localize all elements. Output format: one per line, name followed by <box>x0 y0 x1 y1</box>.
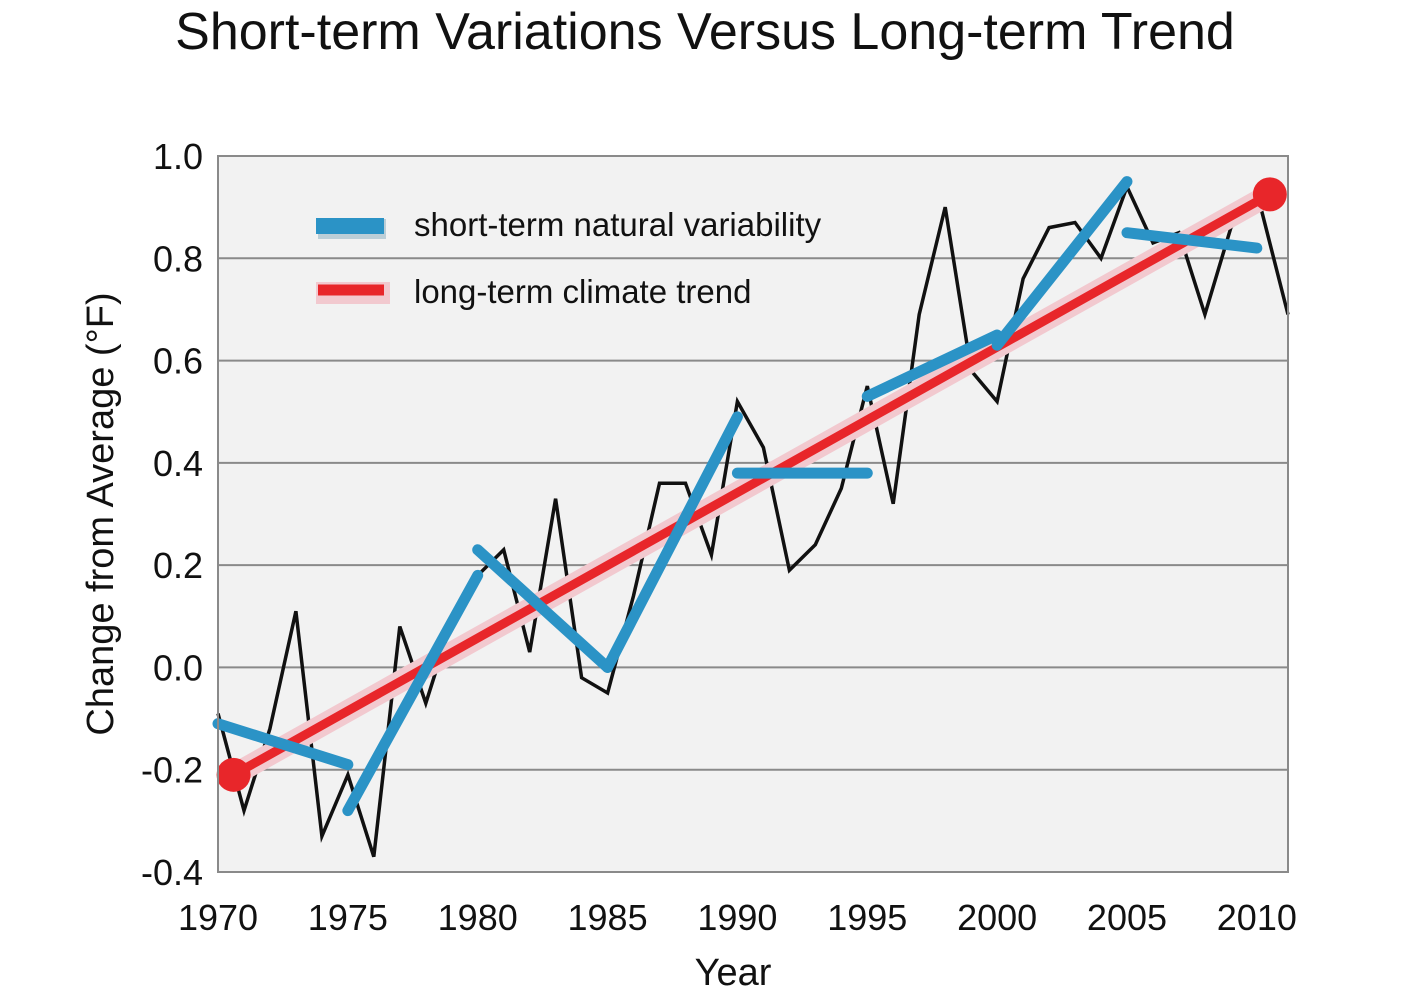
variability-segment-6 <box>991 176 1133 351</box>
trend-end-point <box>1252 177 1287 212</box>
y-tick-label: 0.0 <box>153 647 203 688</box>
y-tick-labels: 1.0 0.8 0.6 0.4 0.2 0.0 -0.2 -0.4 <box>141 136 203 893</box>
y-tick-label: 0.8 <box>153 238 203 279</box>
variability-segment-7 <box>1121 227 1263 254</box>
x-tick-label: 2005 <box>1087 897 1167 938</box>
x-tick-label: 1970 <box>178 897 258 938</box>
x-tick-label: 2000 <box>957 897 1037 938</box>
annual-line <box>216 182 1290 858</box>
variability-segment-5 <box>861 329 1003 402</box>
variability-segment-2 <box>472 544 614 673</box>
trend-series <box>216 177 1287 792</box>
variability-series <box>212 176 1263 817</box>
legend-label-trend: long-term climate trend <box>414 273 751 310</box>
x-tick-labels: 1970 1975 1980 1985 1990 1995 2000 2005 2010 <box>178 897 1297 938</box>
y-tick-label: 0.4 <box>153 443 203 484</box>
y-tick-label: -0.4 <box>141 852 203 893</box>
x-tick-label: 1980 <box>438 897 518 938</box>
annual-series <box>216 182 1290 858</box>
x-tick-label: 1995 <box>827 897 907 938</box>
x-axis-label: Year <box>695 952 772 994</box>
y-tick-label: 1.0 <box>153 136 203 177</box>
variability-segment-3 <box>602 411 743 673</box>
trend-start-point <box>216 757 251 792</box>
x-tick-label: 1985 <box>568 897 648 938</box>
plot-frame <box>217 155 1289 873</box>
y-tick-label: 0.2 <box>153 545 203 586</box>
y-axis-label: Change from Average (°F) <box>80 292 122 735</box>
x-tick-label: 1975 <box>308 897 388 938</box>
variability-segment-0 <box>212 718 354 771</box>
y-tick-label: 0.6 <box>153 341 203 382</box>
legend-label-variability: short-term natural variability <box>414 206 822 243</box>
x-tick-label: 2010 <box>1217 897 1297 938</box>
trend-line <box>231 190 1273 779</box>
legend: short-term natural variability long-term… <box>316 206 822 310</box>
variability-segment-1 <box>342 569 484 817</box>
x-tick-label: 1990 <box>697 897 777 938</box>
chart-title: Short-term Variations Versus Long-term T… <box>175 3 1235 61</box>
y-tick-label: -0.2 <box>141 750 203 791</box>
